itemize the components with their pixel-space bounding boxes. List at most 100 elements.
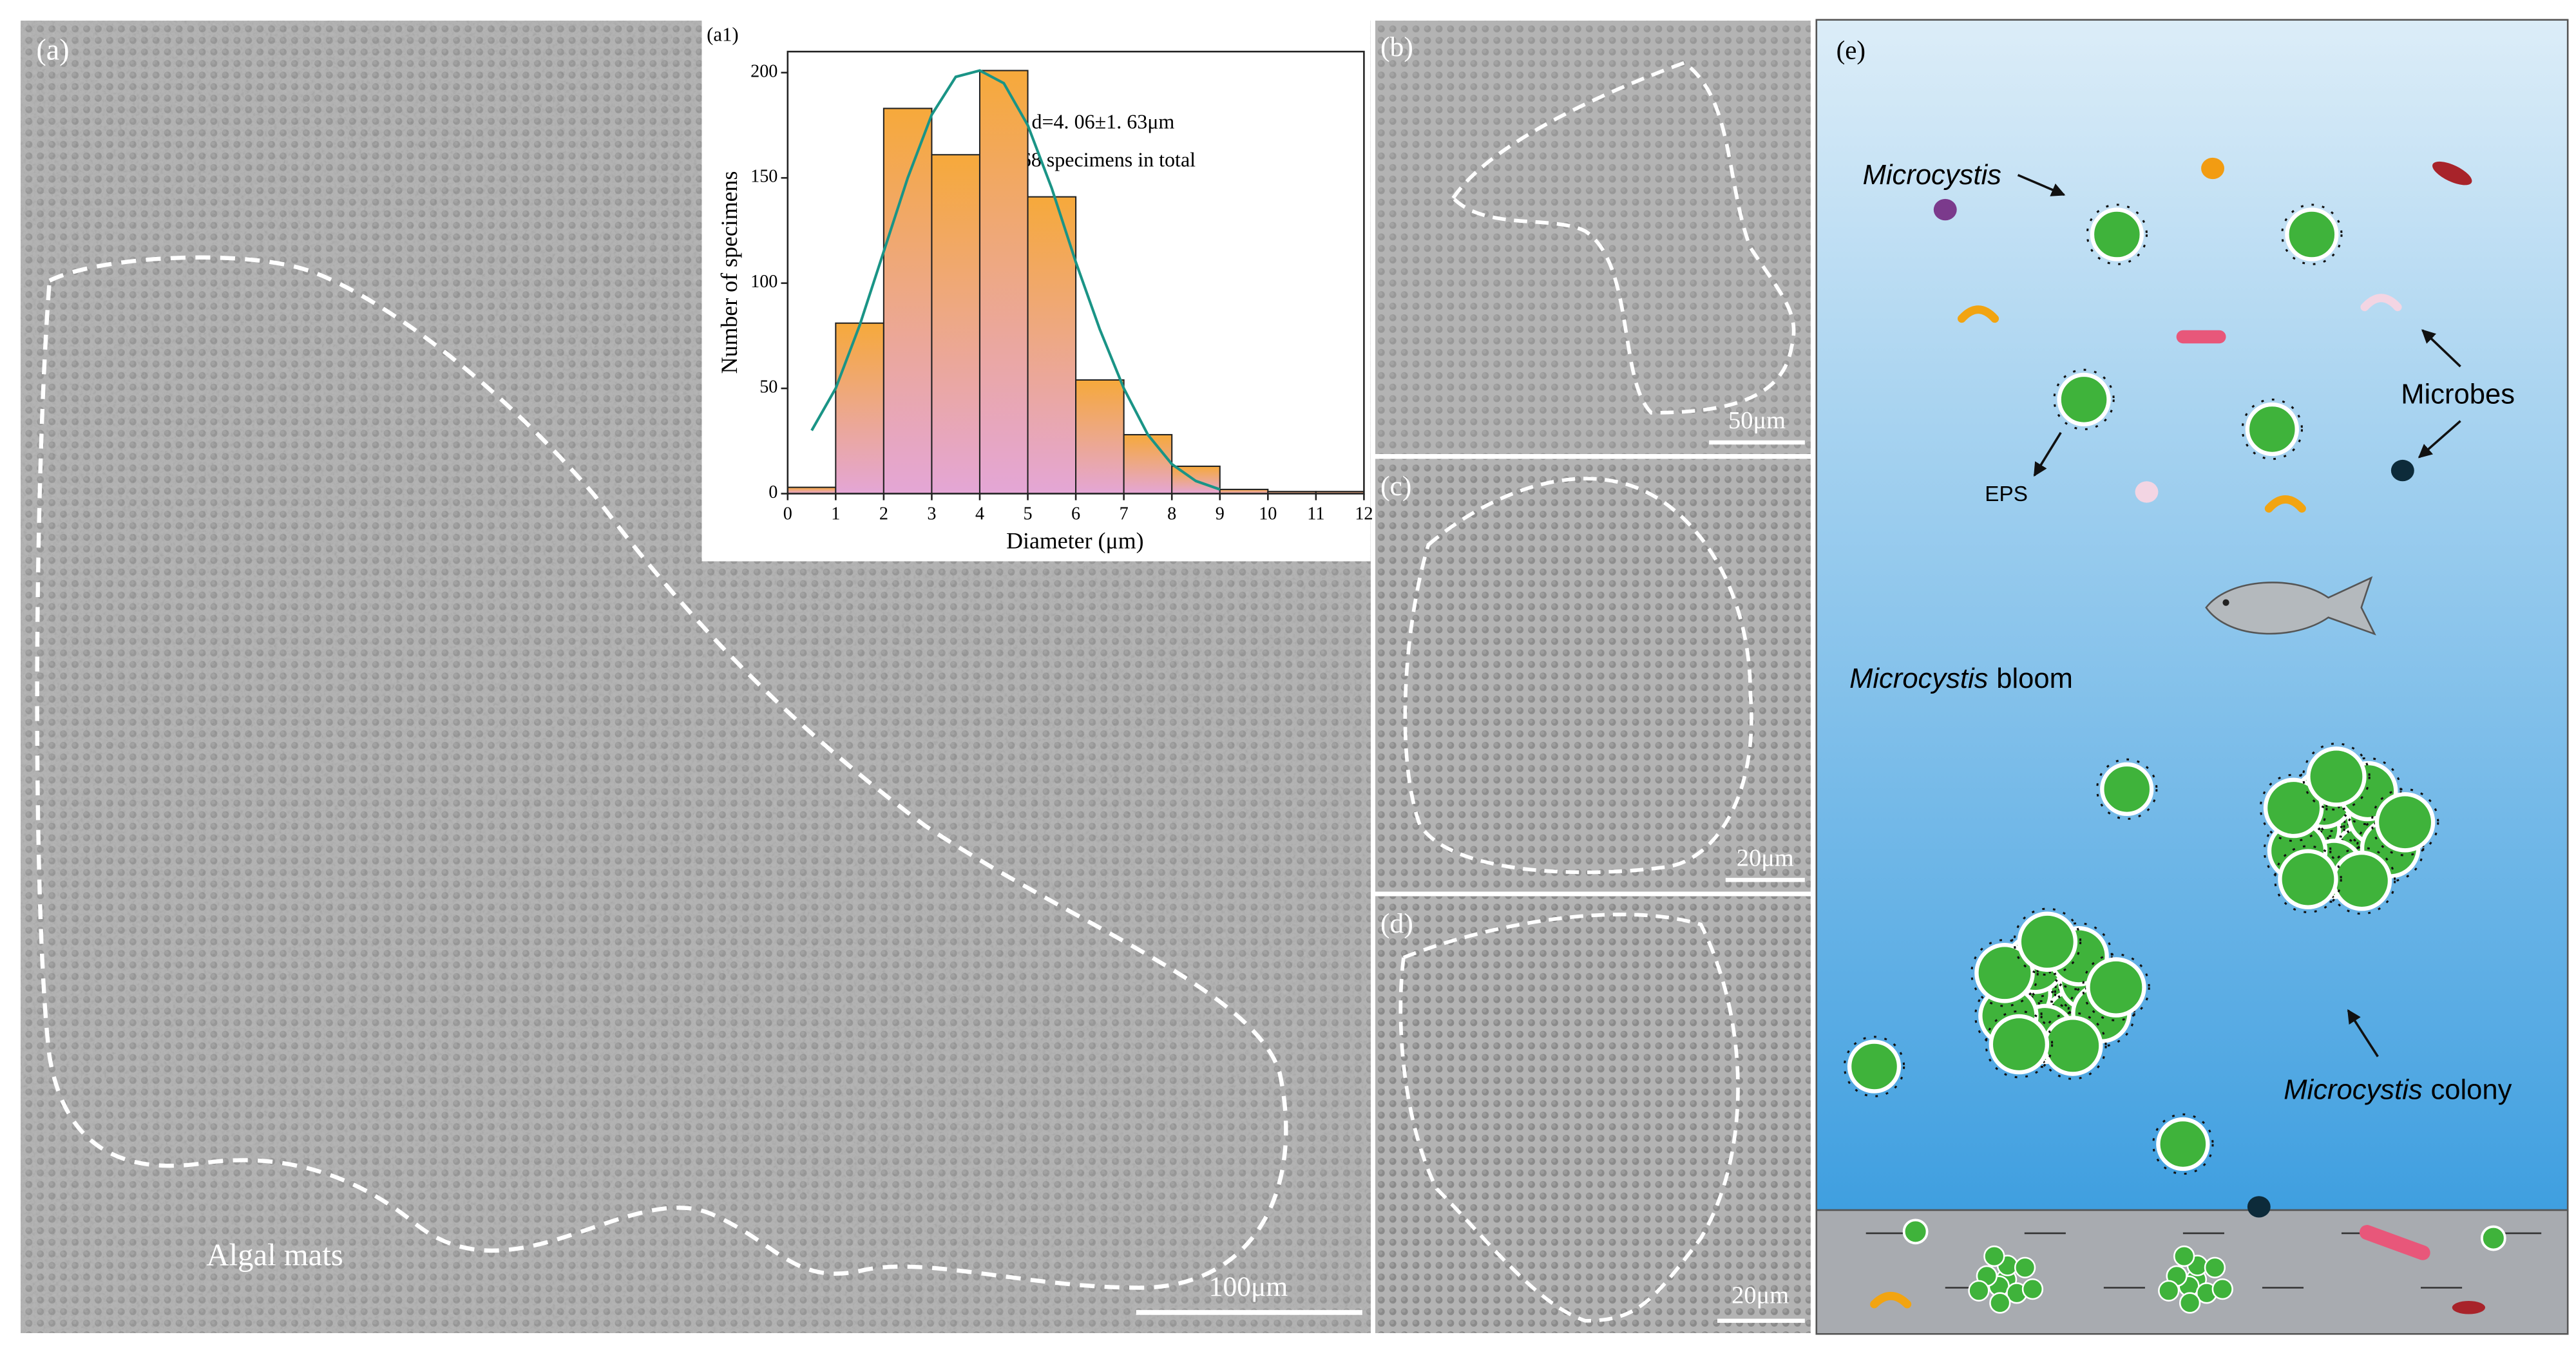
arrow bbox=[2418, 420, 2461, 459]
cell-eps bbox=[2082, 953, 2150, 1021]
y-axis-title: Number of specimens bbox=[716, 171, 742, 374]
panel-label: (a1) bbox=[707, 23, 739, 45]
x-tick-label: 3 bbox=[927, 504, 936, 524]
cell bbox=[1989, 1014, 2050, 1075]
cell bbox=[2173, 1245, 2195, 1267]
outline bbox=[1451, 61, 1796, 415]
y-tick-label: 50 bbox=[759, 377, 778, 397]
microbe bbox=[2201, 157, 2224, 180]
label-italic: Microcystis bbox=[1849, 663, 1988, 694]
label: Microcystis bbox=[1863, 160, 2001, 191]
x-tick-label: 8 bbox=[1167, 504, 1176, 524]
arrow bbox=[2017, 174, 2066, 196]
cell-eps bbox=[1970, 938, 2039, 1007]
cell-eps bbox=[1985, 1010, 2054, 1079]
cell bbox=[2090, 207, 2144, 261]
cell-eps bbox=[2371, 788, 2439, 857]
outline bbox=[35, 255, 1288, 1290]
scale-label: 50μm bbox=[1728, 407, 1786, 434]
x-tick-label: 7 bbox=[1120, 504, 1129, 524]
microbe bbox=[2135, 481, 2159, 503]
panel-c: (c) 20μm bbox=[1375, 459, 1812, 892]
arrow bbox=[2421, 329, 2461, 368]
cell bbox=[2156, 1117, 2210, 1171]
cell-eps bbox=[2045, 922, 2113, 991]
panel-e: (e) Microcystis Microbes EPS Microcystis… bbox=[1815, 19, 2569, 1335]
x-tick-label: 6 bbox=[1071, 504, 1080, 524]
label: Microcystis bloom bbox=[1849, 663, 2073, 694]
cell bbox=[2480, 1225, 2506, 1251]
label: Microbes bbox=[2401, 379, 2515, 410]
inset-chart: (a1) d=4. 06±1. 63μm 868 specimens in to… bbox=[701, 19, 1373, 562]
cell-eps bbox=[2333, 757, 2402, 826]
cell bbox=[2306, 746, 2367, 807]
y-tick-label: 100 bbox=[750, 272, 778, 292]
panel-label: (c) bbox=[1380, 471, 1411, 502]
microbe bbox=[2390, 459, 2414, 482]
annotation: Algal mats bbox=[206, 1238, 343, 1273]
x-tick-label: 5 bbox=[1023, 504, 1032, 524]
cell bbox=[2211, 1278, 2233, 1300]
fish bbox=[2205, 576, 2376, 636]
cell-eps bbox=[2067, 979, 2135, 1048]
label-text: bloom bbox=[1996, 663, 2073, 694]
cell bbox=[2285, 207, 2339, 261]
cells bbox=[1843, 157, 2542, 1314]
bar bbox=[1123, 433, 1173, 495]
cell-eps bbox=[1988, 960, 2057, 1028]
annotation: d=4. 06±1. 63μm bbox=[1031, 110, 1174, 133]
x-tick-label: 2 bbox=[879, 504, 888, 524]
cell-eps bbox=[2039, 1012, 2107, 1080]
arrow bbox=[2347, 1009, 2379, 1057]
microbe bbox=[2359, 1225, 2430, 1260]
cell bbox=[2017, 911, 2078, 972]
cell-eps bbox=[2053, 368, 2115, 431]
y-tick-label: 0 bbox=[768, 482, 778, 502]
cell-eps bbox=[2086, 204, 2148, 265]
x-tick-label: 10 bbox=[1259, 504, 1277, 524]
bar bbox=[883, 108, 933, 495]
label: EPS bbox=[1985, 482, 2028, 506]
cell bbox=[2245, 402, 2299, 457]
cell-eps bbox=[2259, 773, 2328, 842]
bar bbox=[1075, 379, 1125, 495]
cell bbox=[2100, 762, 2154, 816]
bar bbox=[931, 154, 981, 495]
microbe bbox=[2432, 161, 2472, 185]
microbe bbox=[2452, 1301, 2486, 1314]
microbe bbox=[1870, 1292, 1912, 1309]
cell bbox=[1974, 943, 2035, 1003]
label-italic: Microcystis bbox=[2284, 1074, 2422, 1105]
cell bbox=[1989, 1292, 2011, 1314]
cell bbox=[2179, 1292, 2201, 1314]
panel-label: (a) bbox=[36, 33, 69, 66]
panel-label: (e) bbox=[1837, 35, 1866, 64]
microbe bbox=[1957, 305, 1999, 323]
cell-eps bbox=[2277, 794, 2345, 863]
x-tick-label: 12 bbox=[1355, 504, 1373, 524]
cell-eps bbox=[2152, 1113, 2214, 1175]
cell-eps bbox=[2241, 398, 2304, 460]
scale-label: 20μm bbox=[1732, 1282, 1789, 1309]
cell bbox=[2278, 849, 2338, 909]
bar bbox=[835, 322, 884, 495]
cell bbox=[1983, 1245, 2005, 1267]
cell bbox=[1847, 1039, 1902, 1094]
cell bbox=[2057, 372, 2111, 427]
cell-eps bbox=[2274, 845, 2342, 913]
cell-eps bbox=[1843, 1036, 1905, 1097]
y-tick-label: 200 bbox=[750, 61, 778, 81]
cell bbox=[2204, 1256, 2226, 1278]
microbe bbox=[1933, 198, 1957, 221]
cell bbox=[2263, 777, 2324, 839]
scale-label: 100μm bbox=[1209, 1271, 1288, 1302]
y-tick-label: 150 bbox=[750, 167, 778, 187]
x-tick-label: 9 bbox=[1216, 504, 1225, 524]
x-tick-label: 11 bbox=[1307, 504, 1324, 524]
microbe bbox=[2360, 294, 2402, 312]
cell-eps bbox=[1974, 981, 2043, 1050]
bar bbox=[787, 486, 837, 495]
x-tick-label: 0 bbox=[783, 504, 792, 524]
label: Microcystis colony bbox=[2284, 1074, 2512, 1105]
outline bbox=[1403, 477, 1753, 875]
